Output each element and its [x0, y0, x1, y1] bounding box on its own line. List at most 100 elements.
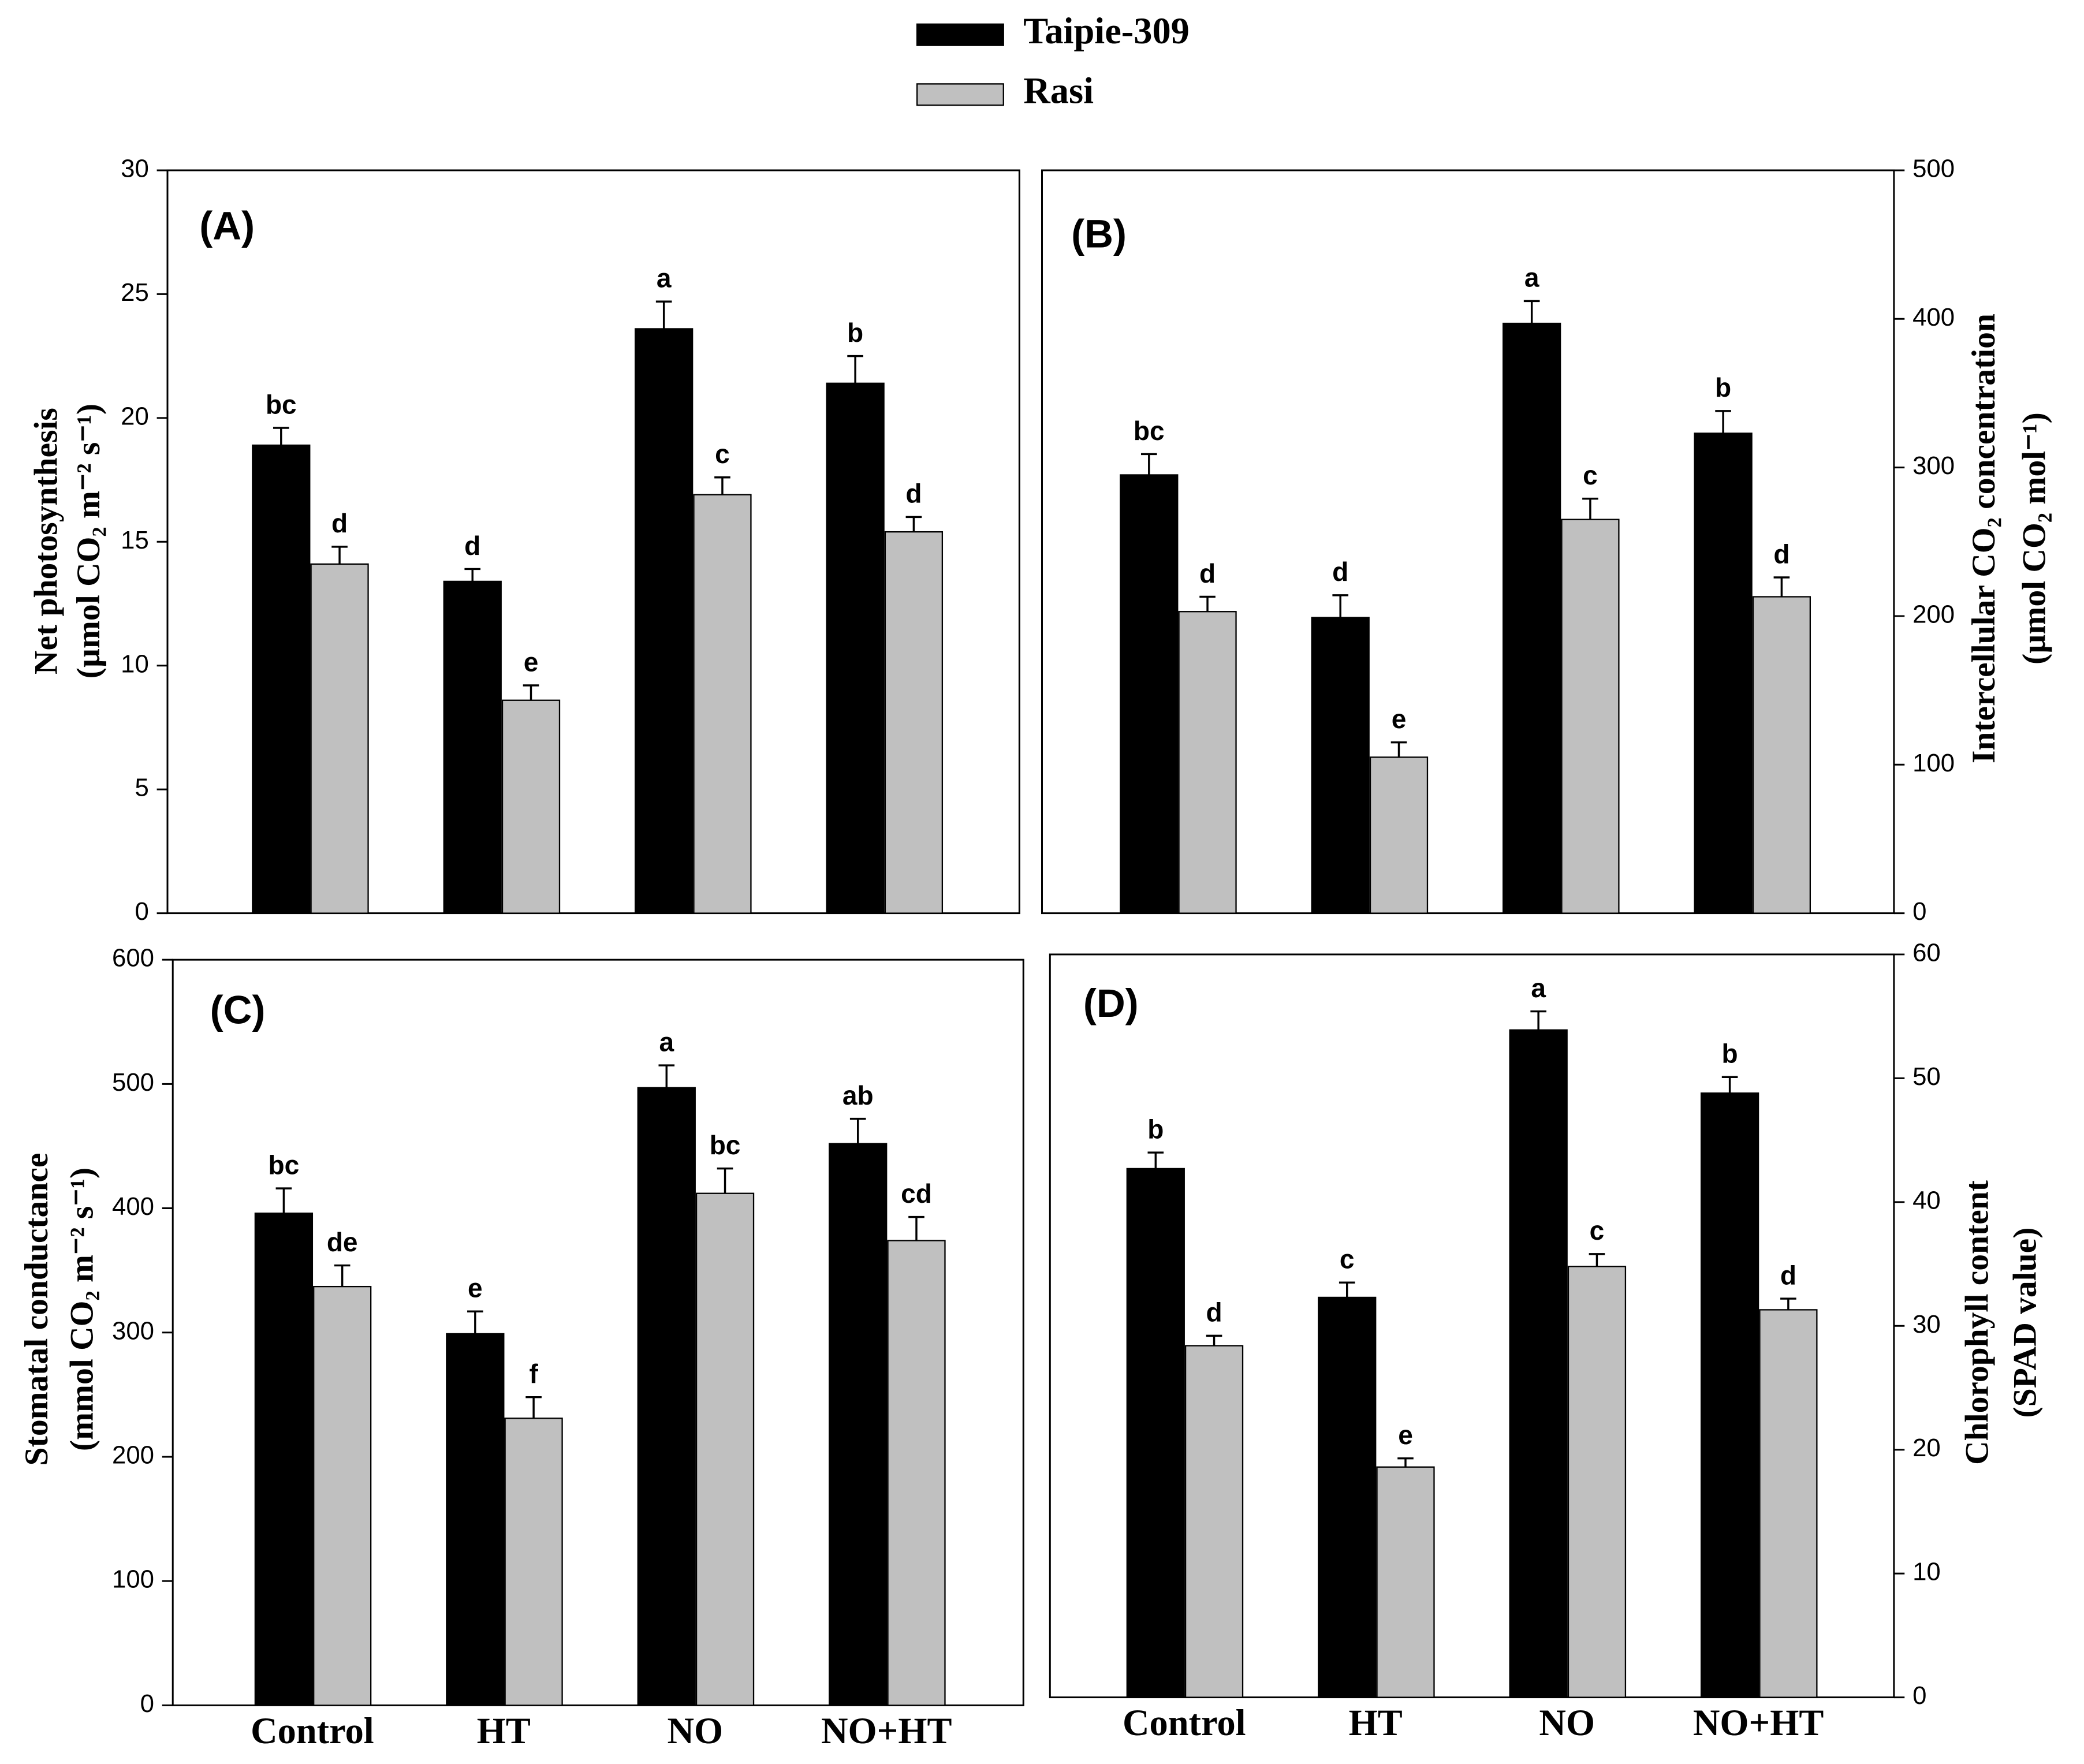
- y-axis-label: (µmol CO₂ m⁻² s⁻¹): [70, 404, 107, 678]
- error-bar: [1721, 1076, 1738, 1094]
- x-tick-label: Control: [1123, 1702, 1246, 1743]
- error-bar: [1206, 1334, 1222, 1346]
- error-bar: [1390, 741, 1407, 758]
- y-tick-label: 0: [135, 897, 148, 926]
- legend-label: Taipie-309: [1023, 10, 1190, 51]
- bar: [829, 1143, 888, 1706]
- y-tick-label: 500: [1912, 155, 1955, 183]
- x-tick-label: Control: [251, 1710, 374, 1751]
- bar: [1694, 432, 1753, 914]
- significance-label: d: [1332, 557, 1348, 587]
- bar: [1752, 596, 1811, 914]
- error-bar: [467, 1310, 483, 1334]
- x-tick-label: NO+HT: [821, 1710, 952, 1751]
- bar: [1561, 519, 1620, 914]
- bar: [1120, 474, 1179, 914]
- significance-label: c: [715, 439, 730, 469]
- error-bar: [334, 1264, 351, 1287]
- significance-label: bc: [1134, 416, 1165, 446]
- x-tick-label: NO+HT: [1693, 1702, 1824, 1743]
- error-bar: [1523, 300, 1540, 324]
- y-tick-label: 200: [112, 1441, 154, 1470]
- plot-frame: [166, 169, 1020, 915]
- y-tick-label: 15: [121, 526, 149, 554]
- panel-title: (C): [210, 987, 266, 1032]
- significance-label: c: [1340, 1244, 1355, 1274]
- bar: [252, 444, 311, 914]
- y-tick-label: 600: [112, 944, 154, 972]
- x-tick-label: NO: [1539, 1702, 1595, 1743]
- y-axis-label: (µmol CO₂ mol⁻¹): [2016, 412, 2053, 665]
- error-bar: [273, 427, 289, 446]
- bar: [1184, 1345, 1244, 1698]
- significance-label: bc: [269, 1150, 300, 1180]
- bar: [1126, 1168, 1185, 1698]
- bar: [635, 328, 694, 914]
- panel-title: (A): [199, 203, 255, 248]
- error-bar: [849, 1117, 866, 1144]
- y-tick-label: 200: [1912, 600, 1955, 628]
- bar: [1376, 1466, 1435, 1698]
- error-bar: [1773, 576, 1790, 597]
- error-bar: [1397, 1457, 1414, 1467]
- legend-label: Rasi: [1023, 70, 1094, 111]
- error-bar: [908, 1215, 924, 1241]
- error-bar: [655, 300, 672, 329]
- significance-label: a: [1524, 263, 1539, 293]
- error-bar: [1199, 595, 1216, 612]
- y-tick-label: 50: [1912, 1062, 1941, 1091]
- bar: [1503, 322, 1561, 914]
- significance-label: cd: [901, 1179, 932, 1209]
- bar: [501, 699, 561, 914]
- significance-label: d: [1773, 539, 1790, 569]
- significance-label: c: [1583, 460, 1598, 490]
- bar: [443, 580, 502, 914]
- error-bar: [1530, 1010, 1546, 1030]
- error-bar: [1715, 410, 1731, 434]
- significance-label: e: [1392, 704, 1407, 734]
- significance-label: de: [327, 1227, 358, 1257]
- y-axis-label: (mmol CO₂ m⁻² s⁻¹): [64, 1168, 100, 1451]
- x-tick-label: HT: [477, 1710, 531, 1751]
- significance-label: d: [331, 508, 348, 538]
- error-bar: [905, 516, 922, 532]
- y-tick-label: 0: [1912, 897, 1926, 926]
- bar: [637, 1087, 696, 1706]
- y-axis-label: (SPAD value): [2007, 1228, 2044, 1418]
- plot-frame: [1041, 169, 1895, 915]
- error-bar: [658, 1064, 675, 1088]
- y-tick-label: 100: [112, 1565, 154, 1594]
- bar: [313, 1285, 372, 1706]
- y-tick-label: 10: [1912, 1558, 1941, 1586]
- y-axis-label: Stomatal conductance: [18, 1153, 55, 1466]
- bar: [504, 1418, 563, 1706]
- significance-label: a: [659, 1027, 674, 1057]
- y-tick-label: 40: [1912, 1186, 1941, 1214]
- y-tick-label: 300: [112, 1317, 154, 1345]
- bar: [1311, 617, 1370, 914]
- error-bar: [1332, 594, 1349, 618]
- x-tick-label: HT: [1349, 1702, 1403, 1743]
- x-tick-label: NO: [667, 1710, 723, 1751]
- error-bar: [1339, 1281, 1355, 1297]
- significance-label: d: [1199, 558, 1216, 588]
- significance-label: b: [1715, 372, 1731, 402]
- bar: [826, 382, 885, 914]
- error-bar: [847, 355, 863, 383]
- significance-label: b: [847, 318, 863, 348]
- legend-swatch: [916, 83, 1004, 106]
- significance-label: f: [529, 1359, 538, 1389]
- y-tick-label: 60: [1912, 938, 1941, 967]
- bar: [446, 1333, 505, 1706]
- significance-label: c: [1590, 1215, 1605, 1245]
- error-bar: [714, 476, 730, 495]
- bar: [695, 1192, 755, 1706]
- y-tick-label: 5: [135, 774, 148, 802]
- bar: [1178, 611, 1237, 914]
- significance-label: b: [1147, 1114, 1164, 1144]
- y-tick-label: 500: [112, 1068, 154, 1097]
- y-tick-label: 100: [1912, 749, 1955, 777]
- error-bar: [1589, 1253, 1605, 1267]
